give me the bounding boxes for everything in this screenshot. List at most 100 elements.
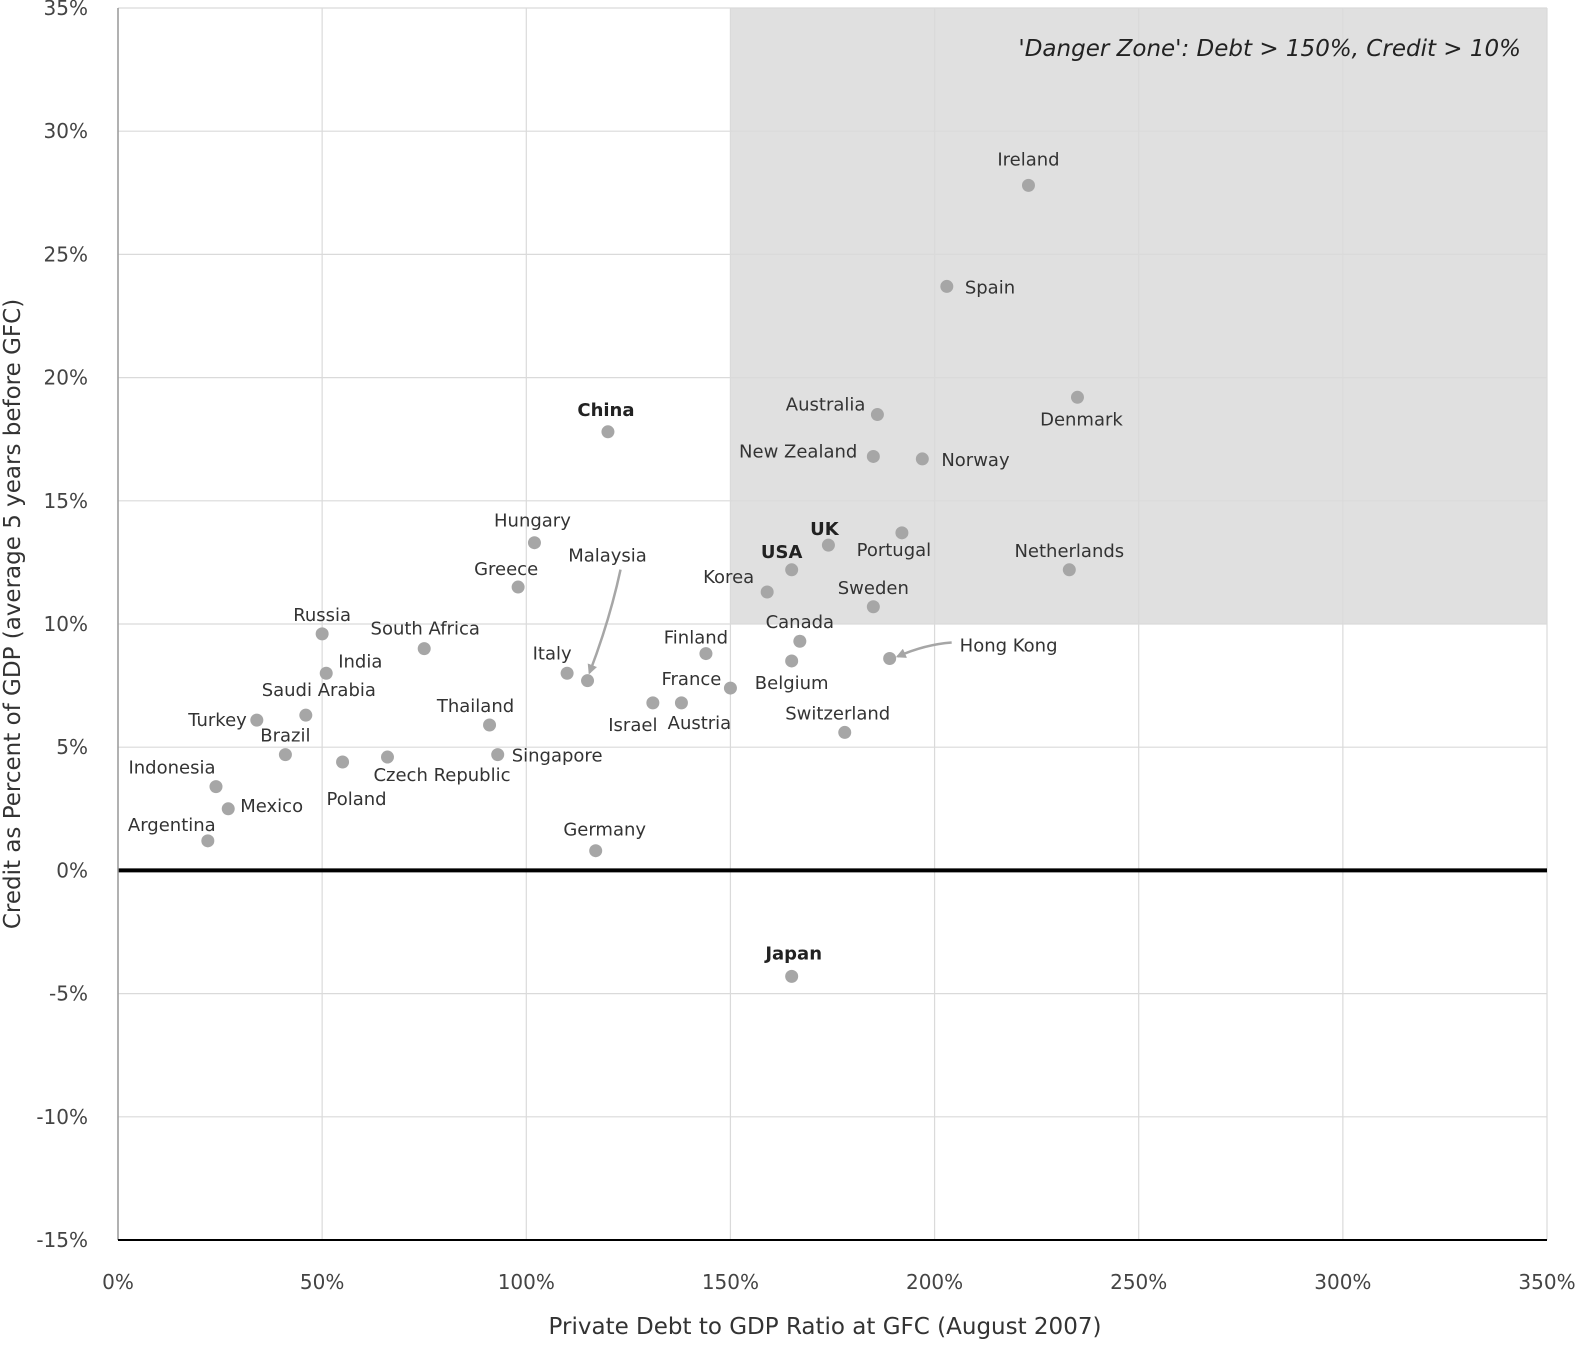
y-tick-label: 15% <box>44 489 88 513</box>
x-axis-title: Private Debt to GDP Ratio at GFC (August… <box>549 1314 1102 1340</box>
label-ireland: Ireland <box>997 149 1059 170</box>
y-tick-label: -5% <box>49 982 88 1006</box>
y-tick-label: 0% <box>56 858 88 882</box>
point-spain <box>940 279 954 293</box>
point-denmark <box>1070 390 1084 404</box>
label-denmark: Denmark <box>1040 409 1123 430</box>
label-israel: Israel <box>608 715 657 736</box>
label-japan: Japan <box>763 943 822 964</box>
hong-kong-arrow <box>895 641 952 658</box>
x-tick-label: 200% <box>906 1270 963 1294</box>
label-indonesia: Indonesia <box>128 758 215 779</box>
point-usa <box>785 563 799 577</box>
data-points: Ireland Spain Denmark Australia China New Zea… <box>128 149 1124 983</box>
point-thailand <box>483 718 497 732</box>
label-sweden: Sweden <box>838 578 909 599</box>
label-uk: UK <box>810 519 840 540</box>
x-tick-labels: 0% 50% 100% 150% 200% 250% 300% 350% <box>102 1270 1575 1294</box>
label-norway: Norway <box>941 450 1010 471</box>
x-tick-label: 300% <box>1314 1270 1371 1294</box>
point-belgium <box>785 654 799 668</box>
x-tick-label: 50% <box>300 1270 344 1294</box>
point-brazil <box>278 748 292 762</box>
label-netherlands: Netherlands <box>1014 541 1124 562</box>
y-tick-label: 5% <box>56 735 88 759</box>
point-italy <box>560 666 574 680</box>
y-tick-label: -10% <box>36 1105 88 1129</box>
point-austria <box>674 696 688 710</box>
label-switzerland: Switzerland <box>785 703 890 724</box>
point-greece <box>511 580 525 594</box>
y-tick-label: 35% <box>44 0 88 20</box>
point-hong-kong <box>883 651 897 665</box>
label-hungary: Hungary <box>494 511 571 532</box>
label-malaysia: Malaysia <box>568 546 647 567</box>
y-tick-label: 10% <box>44 612 88 636</box>
annotation-arrows <box>587 569 952 675</box>
label-thailand: Thailand <box>436 696 514 717</box>
label-poland: Poland <box>327 789 387 810</box>
point-indonesia <box>209 780 223 794</box>
x-tick-label: 0% <box>102 1270 134 1294</box>
malaysia-arrow <box>587 569 622 675</box>
point-canada <box>793 634 807 648</box>
point-uk <box>821 538 835 552</box>
point-argentina <box>201 834 215 848</box>
point-china <box>601 425 615 439</box>
point-malaysia <box>581 674 595 688</box>
x-tick-label: 150% <box>702 1270 759 1294</box>
label-hong-kong: Hong Kong <box>960 635 1058 656</box>
label-spain: Spain <box>965 277 1015 298</box>
label-czech-republic: Czech Republic <box>373 765 510 786</box>
point-south-africa <box>417 642 431 656</box>
label-india: India <box>338 651 382 672</box>
label-austria: Austria <box>668 713 732 734</box>
label-singapore: Singapore <box>512 746 603 767</box>
label-canada: Canada <box>766 612 835 633</box>
label-china: China <box>577 400 634 421</box>
point-ireland <box>1021 178 1035 192</box>
x-tick-label: 250% <box>1110 1270 1167 1294</box>
point-korea <box>760 585 774 599</box>
label-belgium: Belgium <box>755 673 829 694</box>
y-tick-label: 20% <box>44 366 88 390</box>
label-saudi-arabia: Saudi Arabia <box>262 680 376 701</box>
point-sweden <box>866 600 880 614</box>
y-tick-labels: 35% 30% 25% 20% 15% 10% 5% 0% -5% -10% -15% <box>36 0 88 1252</box>
label-new-zealand: New Zealand <box>739 441 857 462</box>
point-germany <box>589 844 603 858</box>
y-tick-label: 30% <box>44 119 88 143</box>
label-usa: USA <box>761 542 803 563</box>
point-israel <box>646 696 660 710</box>
label-mexico: Mexico <box>240 796 303 817</box>
y-tick-label: 25% <box>44 242 88 266</box>
label-italy: Italy <box>533 643 572 664</box>
point-netherlands <box>1062 563 1076 577</box>
point-new-zealand <box>866 449 880 463</box>
y-tick-label: -15% <box>36 1228 88 1252</box>
y-axis-title: Credit as Percent of GDP (average 5 year… <box>0 299 26 929</box>
label-france: France <box>661 669 721 690</box>
label-finland: Finland <box>664 628 728 649</box>
point-poland <box>336 755 350 769</box>
label-portugal: Portugal <box>857 540 932 561</box>
point-portugal <box>895 526 909 540</box>
x-tick-label: 350% <box>1518 1270 1575 1294</box>
point-france <box>723 681 737 695</box>
point-norway <box>915 452 929 466</box>
label-south-africa: South Africa <box>371 619 480 640</box>
label-germany: Germany <box>563 820 646 841</box>
point-czech-republic <box>380 750 394 764</box>
point-finland <box>699 647 713 661</box>
label-russia: Russia <box>293 605 351 626</box>
point-mexico <box>221 802 235 816</box>
label-australia: Australia <box>786 395 866 416</box>
point-russia <box>315 627 329 641</box>
label-turkey: Turkey <box>187 710 247 731</box>
point-switzerland <box>838 725 852 739</box>
label-argentina: Argentina <box>128 815 216 836</box>
zone-title: 'Danger Zone': Debt > 150%, Credit > 10% <box>1018 36 1521 62</box>
label-brazil: Brazil <box>260 726 310 747</box>
point-australia <box>870 408 884 422</box>
